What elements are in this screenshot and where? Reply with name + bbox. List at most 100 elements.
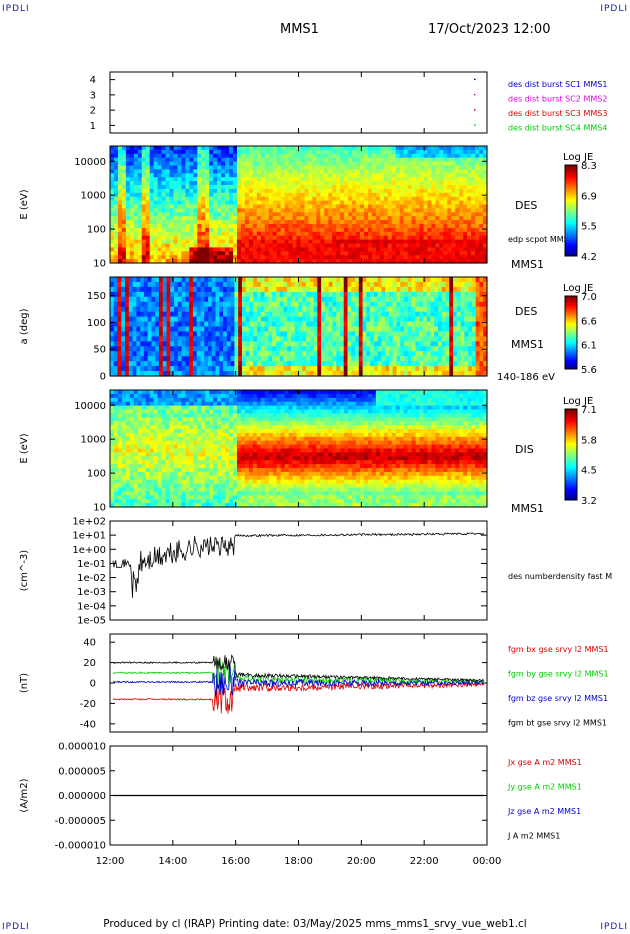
- burst-legend-4: des dist burst SC4 MMS4: [508, 124, 607, 133]
- dis-energy-tick-label: 10: [93, 503, 106, 514]
- burst-mark-2: [474, 93, 476, 96]
- des-pitch-colorbar-tick-label: 5.6: [581, 365, 597, 376]
- des-pitch-colorbar-tick-label: 6.1: [581, 341, 597, 352]
- burst-tick-label: 2: [90, 106, 96, 117]
- footer-text: Produced by cl (IRAP) Printing date: 03/…: [103, 918, 527, 930]
- density-series-line: [112, 532, 485, 598]
- fgm-ylabel: (nT): [19, 673, 30, 693]
- des-energy-colorbar-tick-label: 4.2: [581, 252, 597, 263]
- density-ylabel: (cm^-3): [19, 550, 30, 591]
- burst-mark-1: [474, 78, 476, 81]
- dis-energy-colorbar-tick-label: 5.8: [581, 435, 597, 446]
- dis-energy-tick-label: 1000: [81, 435, 106, 446]
- time-tick-label: 18:00: [284, 856, 313, 867]
- density-tick-label: 1e-03: [77, 587, 106, 598]
- header-datetime: 17/Oct/2023 12:00: [428, 22, 551, 37]
- density-tick-label: 1e+01: [72, 531, 106, 542]
- dis-energy-colorbar-title: Log JE: [563, 396, 593, 407]
- des-pitch-energy-label: 140-186 eV: [497, 372, 555, 383]
- corner-label-bottom-left: IPDLI: [2, 922, 30, 932]
- dis-energy-colorbar-frame: [564, 408, 578, 501]
- density-tick-label: 1e+02: [72, 517, 106, 528]
- des-energy-tick-label: 10000: [74, 157, 106, 168]
- des-energy-spectrogram-cells: [110, 146, 488, 264]
- des-pitch-colorbar-title: Log JE: [563, 283, 593, 294]
- burst-tick-label: 4: [90, 75, 96, 86]
- current-tick-label: 0.000000: [58, 791, 106, 802]
- time-tick-label: 12:00: [96, 856, 125, 867]
- des-energy-side-label: DES: [515, 199, 537, 212]
- des-pitch-tick-label: 150: [87, 291, 106, 302]
- des-pitch-tick-label: 0: [100, 372, 106, 383]
- fgm-legend-4: fgm bt gse srvy l2 MMS1: [508, 719, 607, 728]
- des-energy-scpot-label: edp scpot MMS1: [508, 235, 574, 244]
- des-energy-colorbar: [565, 165, 577, 257]
- density-tick-label: 1e-02: [77, 573, 106, 584]
- current-tick-label: -0.000010: [55, 841, 106, 852]
- fgm-series-line-2: [112, 657, 485, 688]
- time-tick-label: 00:00: [473, 856, 502, 867]
- fgm-series-line-4: [112, 654, 485, 683]
- time-tick-label: 20:00: [347, 856, 376, 867]
- current-legend-2: Jy gse A m2 MMS1: [507, 783, 582, 792]
- des-energy-colorbar-tick-label: 8.3: [581, 161, 597, 172]
- density-legend: des numberdensity fast M: [508, 572, 612, 581]
- current-tick-label: -0.000005: [55, 816, 106, 827]
- des-pitch-side-label: DES: [515, 305, 537, 318]
- des-pitch-colorbar-frame: [564, 295, 578, 370]
- des-pitch-mms-label: MMS1: [511, 338, 544, 351]
- dis-energy-colorbar-tick-label: 7.1: [581, 405, 597, 416]
- density-tick-label: 1e-01: [77, 559, 106, 570]
- dis-energy-ylabel: E (eV): [19, 433, 30, 463]
- burst-panel-frame: [109, 71, 488, 134]
- density-tick-label: 1e-04: [77, 601, 106, 612]
- fgm-tick-label: -20: [80, 699, 96, 710]
- des-energy-colorbar-title: Log JE: [563, 152, 593, 163]
- density-tick-label: 1e-05: [77, 616, 106, 627]
- time-tick-label: 16:00: [221, 856, 250, 867]
- burst-mark-3: [474, 109, 476, 111]
- dis-energy-colorbar-tick-label: 3.2: [581, 496, 597, 507]
- header-spacecraft: MMS1: [280, 22, 319, 37]
- des-energy-colorbar-tick-label: 5.5: [581, 222, 597, 233]
- current-legend-1: Jx gse A m2 MMS1: [507, 758, 582, 767]
- fgm-legend-3: fgm bz gse srvy l2 MMS1: [508, 694, 608, 703]
- dis-energy-colorbar-tick-label: 4.5: [581, 466, 597, 477]
- des-energy-tick-label: 10: [93, 259, 106, 270]
- des-pitch-ylabel: a (deg): [19, 308, 30, 344]
- burst-legend-2: des dist burst SC2 MMS2: [508, 95, 607, 104]
- fgm-tick-label: -40: [80, 719, 96, 730]
- time-tick-label: 14:00: [158, 856, 187, 867]
- des-pitch-colorbar-tick-label: 6.6: [581, 316, 597, 327]
- fgm-series-line-3: [112, 665, 485, 697]
- des-energy-tick-label: 1000: [81, 191, 106, 202]
- dis-energy-spectrogram-cells: [110, 390, 488, 508]
- dis-energy-tick-label: 100: [87, 469, 106, 480]
- density-tick-label: 1e+00: [72, 545, 106, 556]
- des-pitch-tick-label: 100: [87, 318, 106, 329]
- des-energy-colorbar-tick-label: 6.9: [581, 191, 597, 202]
- des-pitch-colorbar-tick-label: 7.0: [581, 292, 597, 303]
- fgm-series-line-1: [112, 681, 485, 714]
- fgm-tick-label: 40: [83, 638, 96, 649]
- fgm-tick-label: 0: [90, 679, 96, 690]
- burst-tick-label: 1: [90, 121, 96, 132]
- dis-energy-side-label: DIS: [515, 443, 534, 456]
- time-tick-label: 22:00: [410, 856, 439, 867]
- dis-energy-mms-label: MMS1: [511, 502, 544, 515]
- current-tick-label: 0.000010: [58, 742, 106, 753]
- burst-legend-1: des dist burst SC1 MMS1: [508, 80, 607, 89]
- burst-tick-label: 3: [90, 90, 96, 101]
- des-pitch-spectrogram-cells: [110, 277, 488, 377]
- dis-energy-tick-label: 10000: [74, 401, 106, 412]
- current-legend-4: J A m2 MMS1: [507, 832, 560, 841]
- des-pitch-colorbar: [565, 296, 577, 370]
- current-legend-3: Jz gse A m2 MMS1: [507, 807, 581, 816]
- des-energy-ylabel: E (eV): [19, 189, 30, 219]
- corner-label-top-left: IPDLI: [2, 4, 30, 14]
- fgm-legend-2: fgm by gse srvy l2 MMS1: [508, 670, 609, 679]
- dis-energy-colorbar: [565, 409, 577, 501]
- current-tick-label: 0.000005: [58, 766, 106, 777]
- corner-label-top-right: IPDLI: [600, 4, 628, 14]
